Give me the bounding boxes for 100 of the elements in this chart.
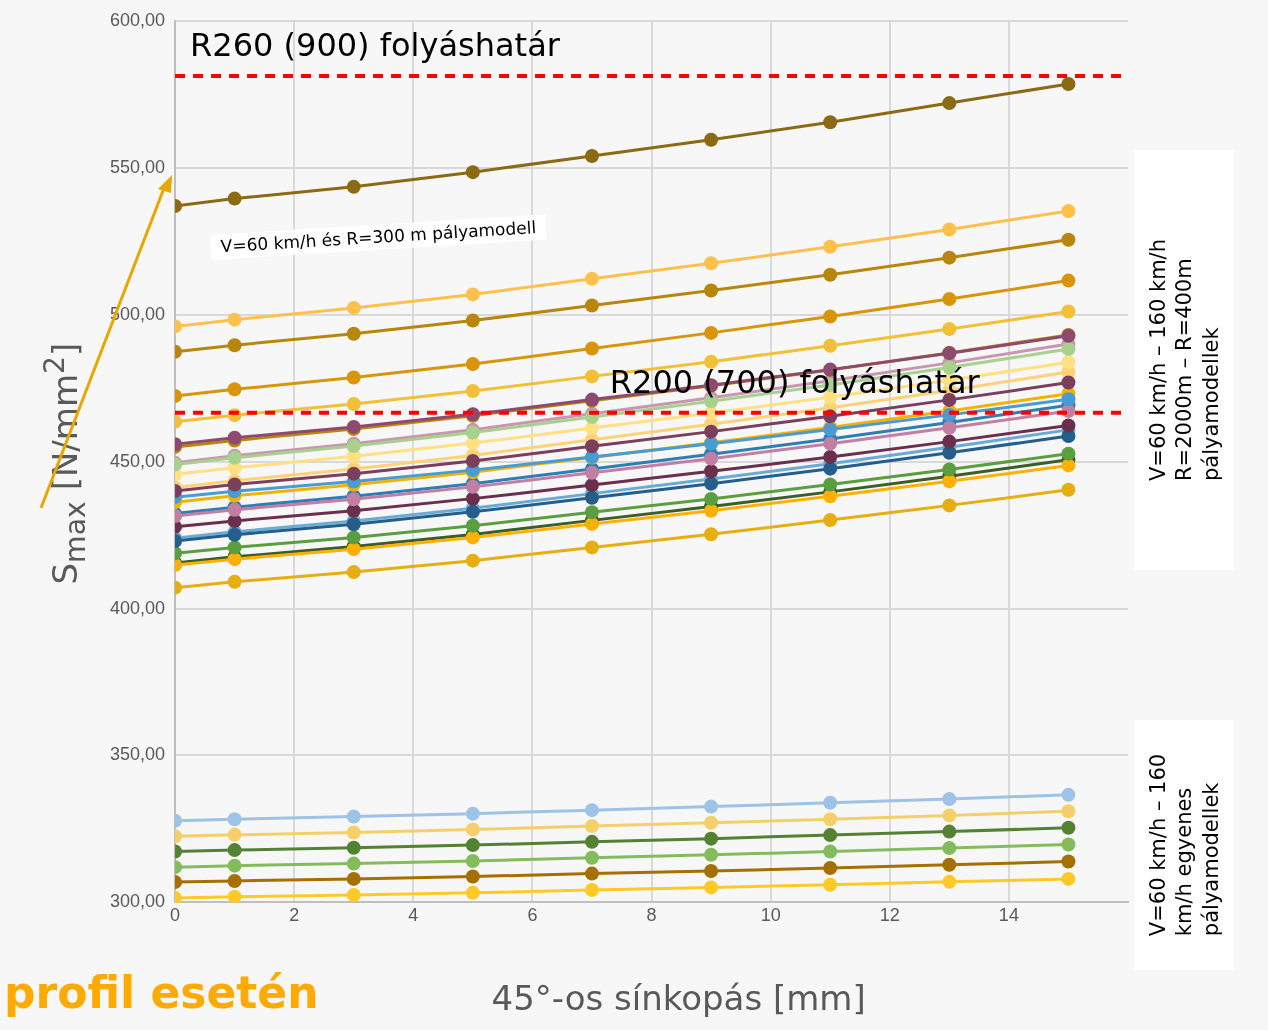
point bbox=[465, 822, 480, 837]
point bbox=[823, 338, 838, 353]
point bbox=[465, 806, 480, 821]
point bbox=[1061, 355, 1076, 370]
point bbox=[942, 841, 957, 856]
y-tick-label: 550,00 bbox=[109, 156, 166, 177]
x-tick-label: 0 bbox=[170, 905, 181, 926]
point bbox=[346, 179, 361, 194]
ref-line-label: R260 (900) folyáshatár bbox=[190, 26, 561, 65]
point bbox=[942, 824, 957, 839]
point bbox=[1061, 871, 1076, 886]
point bbox=[823, 239, 838, 254]
point bbox=[227, 812, 242, 827]
point bbox=[465, 313, 480, 328]
y-tick-label: 400,00 bbox=[109, 597, 166, 618]
point bbox=[1061, 820, 1076, 835]
text: profil esetén bbox=[4, 966, 319, 1020]
point bbox=[465, 287, 480, 302]
point bbox=[584, 271, 599, 286]
point bbox=[346, 370, 361, 385]
point bbox=[346, 840, 361, 855]
point bbox=[704, 283, 719, 298]
point bbox=[704, 503, 719, 518]
point bbox=[227, 873, 242, 888]
x-tick-label: 14 bbox=[998, 905, 1019, 926]
point bbox=[1061, 482, 1076, 497]
x-tick-label: 2 bbox=[289, 905, 300, 926]
point bbox=[584, 465, 599, 480]
point bbox=[584, 819, 599, 833]
point bbox=[346, 871, 361, 886]
point bbox=[584, 369, 599, 384]
point bbox=[346, 503, 361, 518]
point bbox=[942, 857, 957, 872]
point bbox=[584, 478, 599, 493]
point bbox=[465, 518, 480, 533]
point bbox=[942, 322, 957, 337]
point bbox=[584, 505, 599, 520]
point bbox=[584, 850, 599, 865]
point bbox=[1061, 837, 1076, 852]
point bbox=[942, 474, 957, 489]
point bbox=[942, 462, 957, 477]
point bbox=[584, 298, 599, 313]
point bbox=[346, 466, 361, 481]
point bbox=[584, 490, 599, 505]
x-tick-label: 6 bbox=[527, 905, 538, 926]
point bbox=[346, 300, 361, 315]
point bbox=[823, 477, 838, 492]
point bbox=[227, 338, 242, 353]
point bbox=[227, 827, 242, 842]
point bbox=[704, 799, 719, 814]
point bbox=[584, 883, 599, 898]
point bbox=[704, 847, 719, 862]
point bbox=[942, 292, 957, 307]
point bbox=[346, 326, 361, 341]
point bbox=[942, 791, 957, 806]
point bbox=[704, 527, 719, 542]
point bbox=[1061, 418, 1076, 433]
point bbox=[704, 880, 719, 895]
point bbox=[704, 451, 719, 466]
point bbox=[823, 267, 838, 282]
point bbox=[942, 874, 957, 889]
point bbox=[465, 491, 480, 506]
point bbox=[465, 869, 480, 884]
point bbox=[584, 540, 599, 555]
y-tick-label: 600,00 bbox=[109, 9, 166, 30]
point bbox=[823, 812, 838, 827]
point bbox=[346, 809, 361, 824]
point bbox=[704, 476, 719, 491]
point bbox=[704, 132, 719, 147]
point bbox=[1061, 203, 1076, 218]
point bbox=[823, 513, 838, 528]
text: V=60 km/h – 160 km/h R=2000m – R=400m pályamodellek bbox=[1144, 239, 1224, 481]
point bbox=[1061, 854, 1076, 869]
point bbox=[1061, 304, 1076, 319]
point bbox=[227, 477, 242, 492]
point bbox=[1061, 76, 1076, 91]
point bbox=[465, 853, 480, 868]
point bbox=[346, 825, 361, 840]
point bbox=[227, 858, 242, 873]
point bbox=[584, 803, 599, 818]
point bbox=[823, 436, 838, 451]
point bbox=[942, 420, 957, 435]
point bbox=[823, 844, 838, 859]
x-tick-label: 4 bbox=[408, 905, 419, 926]
point bbox=[227, 513, 242, 528]
point bbox=[823, 309, 838, 324]
point bbox=[823, 115, 838, 130]
point bbox=[704, 424, 719, 439]
point bbox=[584, 866, 599, 881]
x-axis-title: 45°-os sínkopás [mm] bbox=[491, 978, 866, 1018]
point bbox=[823, 861, 838, 876]
point bbox=[823, 489, 838, 504]
point bbox=[346, 565, 361, 580]
point bbox=[942, 498, 957, 513]
point bbox=[942, 222, 957, 237]
point bbox=[465, 885, 480, 900]
point bbox=[704, 256, 719, 271]
point bbox=[227, 382, 242, 397]
point bbox=[942, 96, 957, 111]
point bbox=[465, 357, 480, 372]
